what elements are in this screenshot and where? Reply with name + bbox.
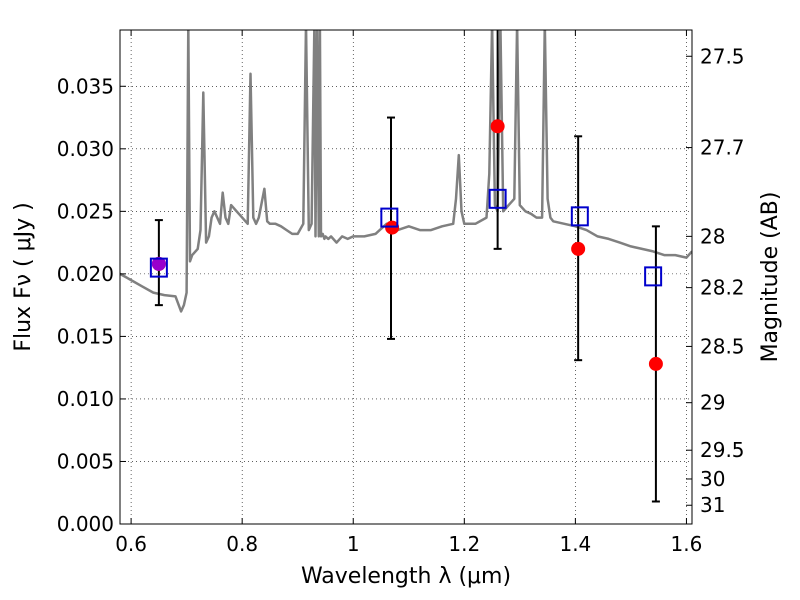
model-square — [644, 266, 663, 287]
x-tick-label: 1.2 — [448, 532, 480, 556]
x-tick-label: 1.6 — [671, 532, 703, 556]
right-tick-label: 27.5 — [700, 44, 745, 68]
model-square — [488, 188, 507, 209]
x-tick-label: 1.4 — [559, 532, 591, 556]
y-tick-label: 0.035 — [57, 74, 114, 98]
observed-point-special — [151, 256, 166, 271]
x-axis-label: Wavelength λ (μm) — [301, 564, 511, 589]
right-tick-label: 28 — [700, 224, 725, 248]
y-tick-label: 0.030 — [57, 137, 114, 161]
model-square — [380, 207, 399, 228]
x-tick-label: 0.8 — [226, 532, 258, 556]
model-square — [570, 206, 589, 227]
observed-point — [648, 356, 663, 371]
y-tick-label: 0.025 — [57, 199, 114, 223]
y-tick-label: 0.015 — [57, 324, 114, 348]
x-tick-label: 0.6 — [115, 532, 147, 556]
observed-point — [490, 119, 505, 134]
right-tick-label: 29.5 — [700, 438, 745, 462]
right-tick-label: 31 — [700, 493, 725, 517]
right-tick-label: 29 — [700, 391, 725, 415]
right-tick-label: 28.5 — [700, 334, 745, 358]
spectrum-line — [120, 30, 692, 313]
grid-lines — [120, 30, 692, 524]
model-square — [149, 257, 168, 278]
right-tick-label: 27.7 — [700, 136, 745, 160]
x-tick-label: 1 — [347, 532, 360, 556]
plot-background — [120, 30, 692, 524]
y-tick-label: 0.010 — [57, 387, 114, 411]
observed-point — [571, 241, 586, 256]
plot-frame — [119, 29, 693, 525]
right-tick-label: 30 — [700, 467, 725, 491]
right-tick-label: 28.2 — [700, 276, 745, 300]
y-axis-label: Flux Fν ( μJy ) — [11, 202, 36, 351]
y-tick-label: 0.005 — [57, 449, 114, 473]
y-tick-label: 0.020 — [57, 262, 114, 286]
observed-point — [385, 220, 400, 235]
y-axis-right-label: Magnitude (AB) — [758, 192, 783, 363]
y-tick-label: 0.000 — [57, 512, 114, 536]
